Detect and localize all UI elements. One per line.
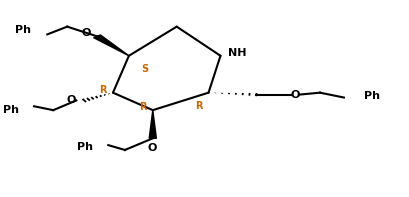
- Text: Ph: Ph: [364, 91, 380, 101]
- Text: S: S: [141, 64, 148, 74]
- Text: O: O: [82, 28, 91, 38]
- Text: O: O: [147, 143, 157, 153]
- Text: NH: NH: [228, 48, 246, 58]
- Text: R: R: [139, 102, 146, 112]
- Polygon shape: [94, 35, 129, 56]
- Text: O: O: [67, 95, 76, 105]
- Text: Ph: Ph: [16, 25, 31, 34]
- Text: R: R: [99, 85, 107, 95]
- Text: O: O: [291, 90, 300, 100]
- Polygon shape: [149, 110, 156, 138]
- Text: Ph: Ph: [77, 142, 93, 152]
- Text: R: R: [195, 101, 202, 111]
- Text: Ph: Ph: [3, 105, 19, 115]
